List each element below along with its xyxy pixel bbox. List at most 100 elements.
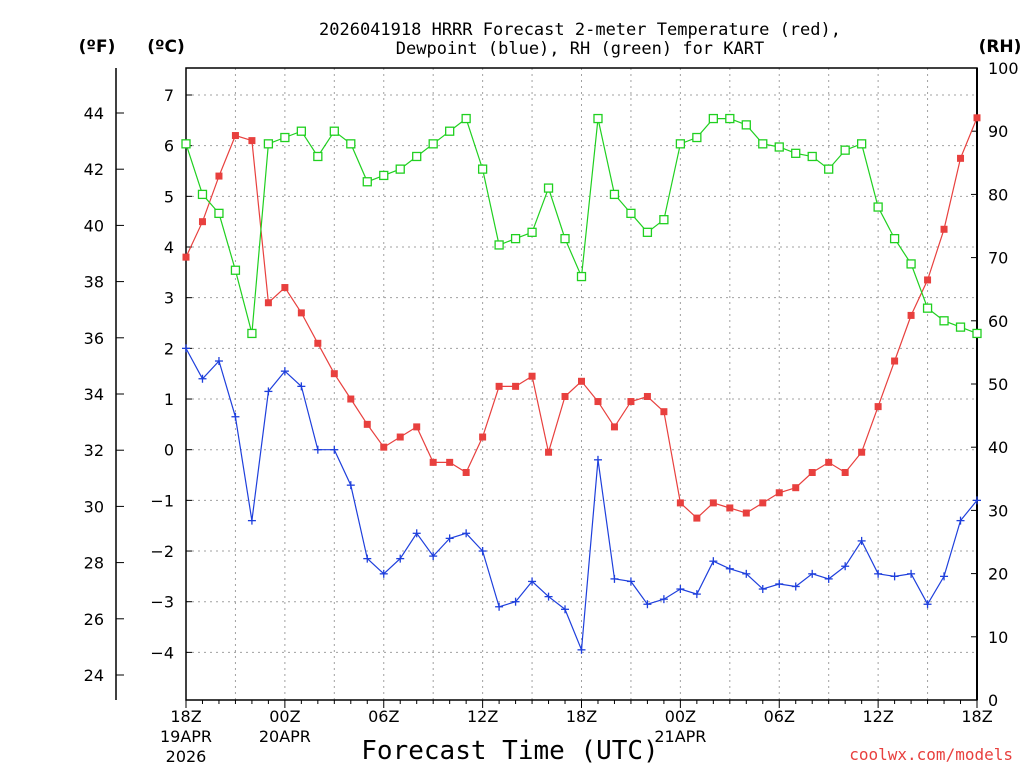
dewpoint-point — [445, 534, 454, 543]
rh-point — [576, 271, 587, 282]
temperature-point — [891, 357, 899, 365]
temperature-point — [693, 514, 701, 522]
temperature-point — [924, 276, 932, 284]
rh-point — [527, 227, 537, 237]
dewpoint-point — [593, 455, 602, 464]
x-tick-label: 18Z — [566, 707, 597, 726]
temperature-point — [676, 499, 684, 507]
temperature-point — [627, 398, 635, 406]
chart-title-line-2: Dewpoint (blue), RH (green) for KART — [396, 39, 764, 59]
celsius-tick-label: 6 — [164, 137, 174, 156]
temperature-point — [660, 408, 668, 416]
temperature-point — [907, 311, 915, 319]
rh-point — [675, 139, 686, 149]
rh-tick-label: 30 — [988, 501, 1008, 520]
rh-point — [791, 148, 801, 158]
rh-point — [280, 132, 290, 143]
rh-point — [247, 328, 257, 339]
temperature-point — [363, 420, 371, 428]
rh-point — [856, 139, 867, 149]
rh-point — [741, 120, 751, 130]
rh-point — [461, 113, 471, 124]
temperature-point — [479, 433, 487, 441]
rh-point — [214, 208, 224, 219]
axes: −4−3−2−101234567242628303234363840424401… — [84, 59, 1019, 766]
fahrenheit-tick-label: 44 — [84, 104, 104, 123]
dewpoint-point — [808, 569, 817, 578]
dewpoint-point — [462, 529, 471, 538]
temperature-point — [231, 132, 239, 140]
celsius-tick-label: −2 — [150, 542, 174, 561]
temperature-point — [973, 114, 981, 122]
temperature-point — [742, 509, 750, 517]
fahrenheit-tick-label: 34 — [84, 385, 104, 404]
dewpoint-point — [478, 547, 487, 556]
dewpoint-point — [874, 569, 883, 578]
dewpoint-point — [857, 536, 866, 545]
rh-point — [906, 259, 916, 269]
rh-point — [807, 151, 817, 162]
dewpoint-point — [956, 516, 965, 525]
celsius-tick-label: 7 — [164, 86, 174, 105]
rh-point — [477, 164, 488, 174]
temperature-point — [413, 423, 421, 431]
temperature-point — [198, 218, 206, 226]
rh-point — [889, 233, 900, 244]
temperature-point — [759, 499, 767, 507]
rh-point — [708, 113, 718, 124]
dewpoint-point — [940, 572, 949, 581]
rh-point — [774, 142, 784, 152]
rh-point — [840, 145, 850, 155]
dewpoint-point — [577, 645, 586, 654]
celsius-tick-label: 3 — [164, 289, 174, 308]
x-tick-year-label: 2026 — [166, 747, 207, 766]
temperature-point — [874, 403, 882, 411]
rh-point — [642, 227, 653, 237]
dewpoint-point — [890, 572, 899, 581]
rh-point — [824, 164, 834, 174]
dewpoint-point — [775, 579, 784, 588]
rh-point — [230, 265, 241, 275]
temperature-point — [248, 137, 256, 145]
rh-point — [412, 151, 422, 162]
rh-point — [494, 240, 504, 250]
rh-tick-label: 10 — [988, 628, 1008, 647]
temperature-point — [643, 392, 651, 400]
rh-tick-label: 70 — [988, 249, 1008, 268]
temperature-point — [545, 448, 553, 456]
dewpoint-point — [626, 577, 635, 586]
rh-point — [395, 164, 405, 174]
celsius-tick-label: −1 — [150, 491, 174, 510]
dewpoint-point — [544, 592, 553, 601]
rh-point — [428, 139, 438, 149]
dewpoint-point — [495, 602, 504, 611]
chart-title-line-1: 2026041918 HRRR Forecast 2-meter Tempera… — [319, 20, 841, 40]
celsius-tick-label: −3 — [150, 593, 174, 612]
x-tick-date-label: 19APR — [160, 727, 212, 746]
x-tick-label: 12Z — [862, 707, 893, 726]
rh-point — [197, 189, 208, 200]
temperature-point — [825, 458, 833, 466]
rh-point — [313, 151, 323, 162]
temperature-point — [594, 398, 602, 406]
temperature-point — [182, 253, 190, 261]
x-tick-label: 00Z — [269, 707, 300, 726]
fahrenheit-tick-label: 38 — [84, 273, 104, 292]
fahrenheit-tick-label: 36 — [84, 329, 104, 348]
dewpoint-point — [231, 412, 240, 421]
celsius-unit-label: (ºC) — [147, 37, 185, 57]
rh-point — [922, 303, 933, 313]
temperature-point — [396, 433, 404, 441]
temperature-point — [512, 382, 520, 390]
rh-point — [758, 139, 768, 149]
dewpoint-point — [561, 605, 570, 614]
rh-tick-label: 100 — [988, 59, 1019, 78]
temperature-point — [215, 172, 223, 180]
celsius-tick-label: 1 — [164, 390, 174, 409]
rh-tick-label: 40 — [988, 438, 1008, 457]
rh-point — [873, 202, 883, 212]
temperature-point — [347, 395, 355, 403]
fahrenheit-tick-label: 24 — [84, 666, 104, 685]
rh-tick-label: 90 — [988, 122, 1008, 141]
